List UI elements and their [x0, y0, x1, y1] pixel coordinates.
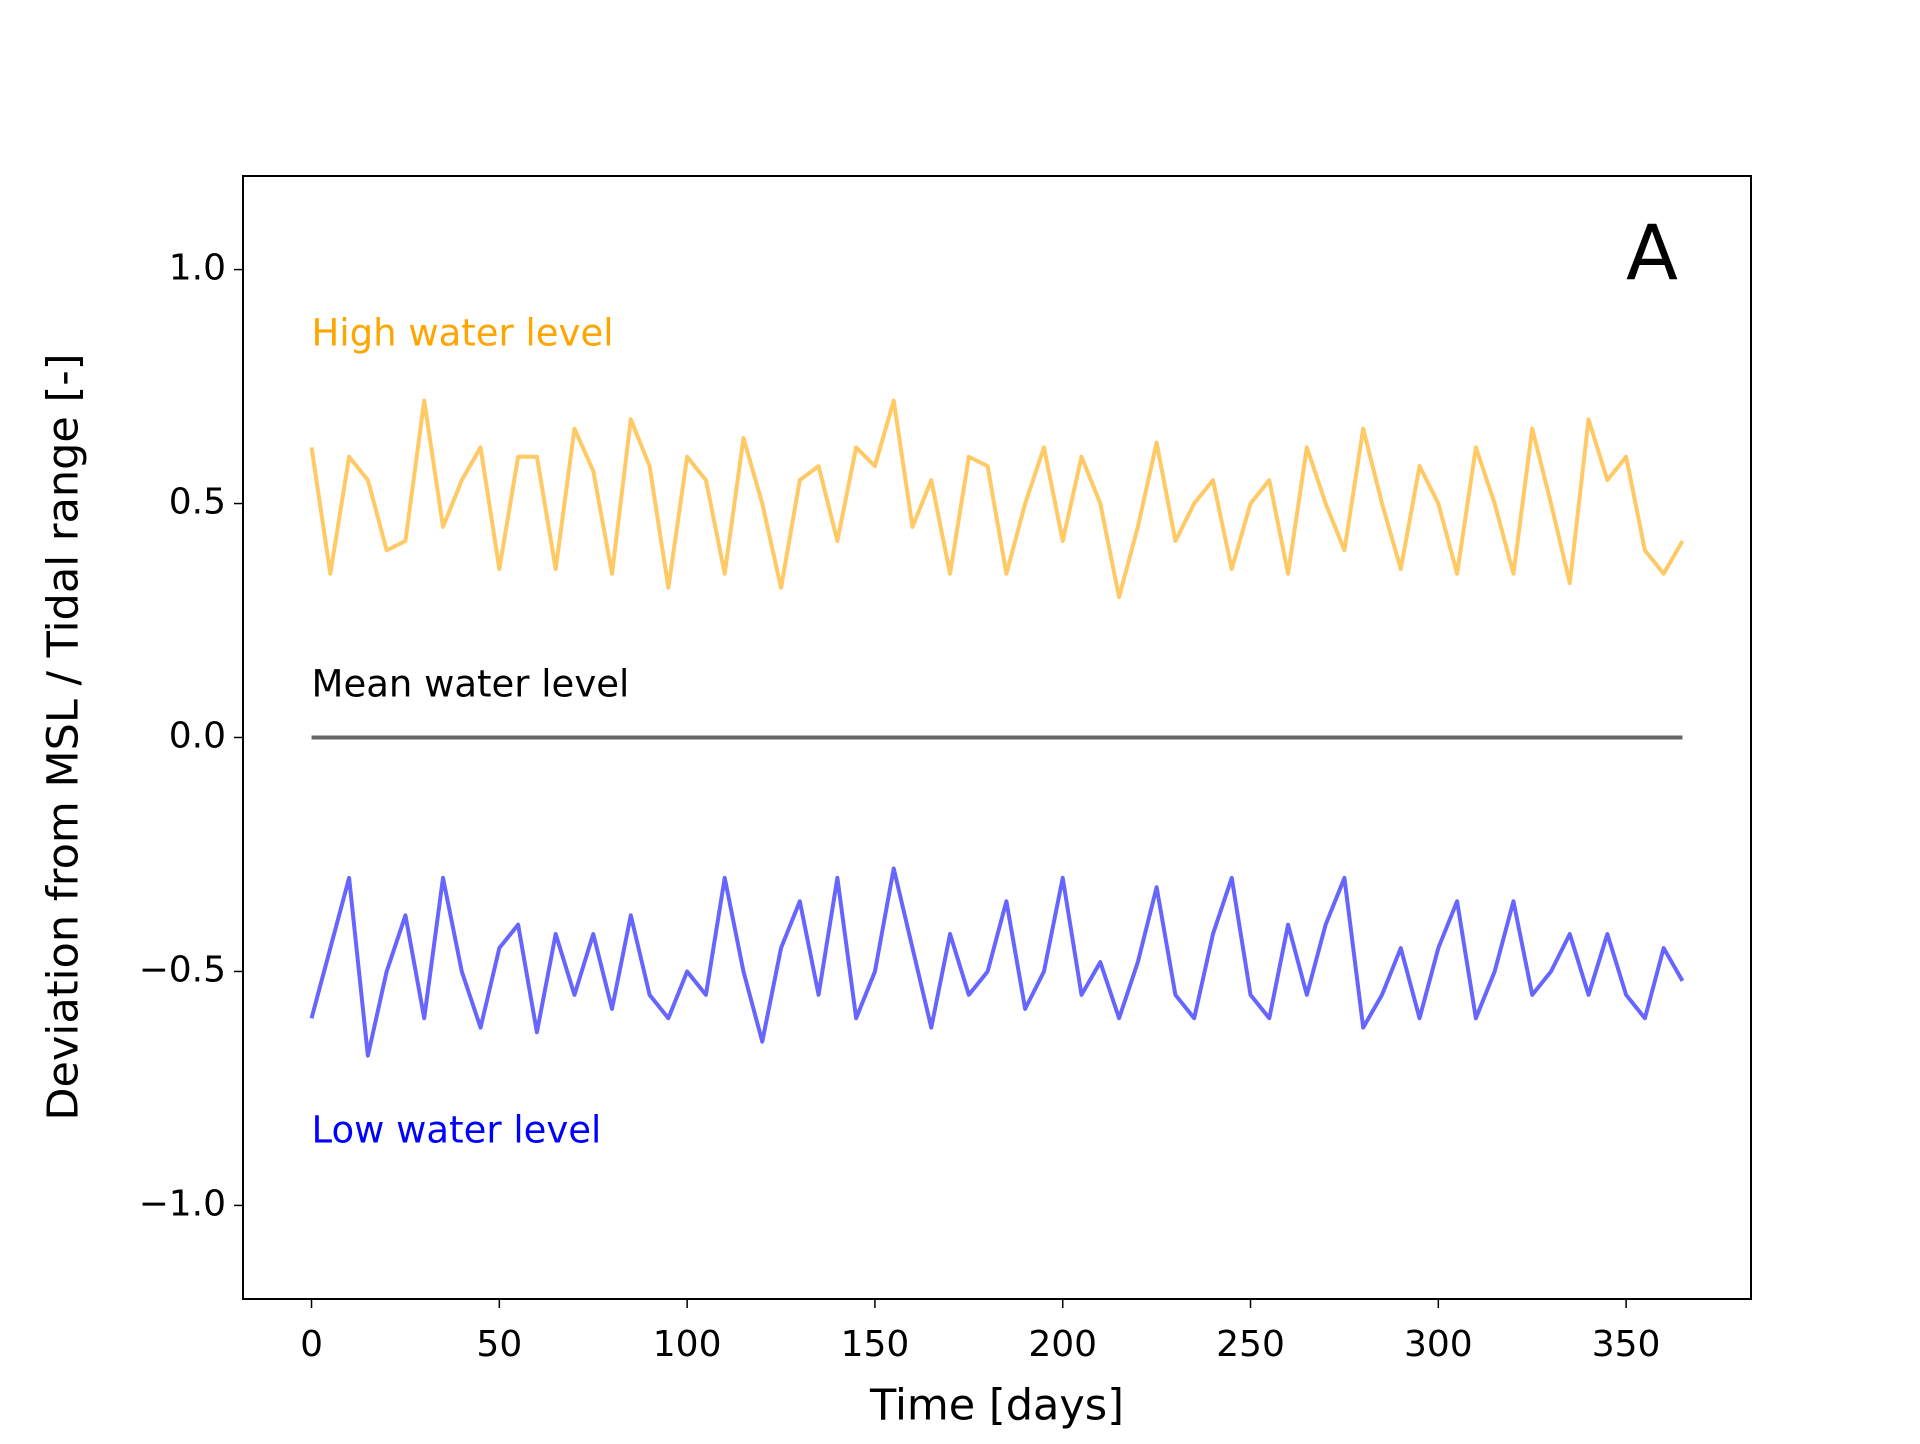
x-tick-label: 50: [476, 1324, 522, 1365]
x-tick-label: 350: [1592, 1324, 1661, 1365]
series-line: [309, 398, 1685, 600]
y-tick-label: 0.0: [169, 716, 226, 757]
x-tick-label: 300: [1404, 1324, 1473, 1365]
plot-frame: [242, 175, 1752, 1300]
y-tick-label: 0.5: [169, 482, 226, 523]
y-axis-label: Deviation from MSL / Tidal range [-]: [39, 353, 89, 1120]
y-tick-label: −0.5: [139, 949, 226, 990]
y-tick-label: −1.0: [139, 1183, 226, 1224]
x-tick-label: 150: [841, 1324, 910, 1365]
series-label: Mean water level: [312, 663, 630, 706]
series-line: [309, 866, 1685, 1058]
series-label: High water level: [312, 312, 614, 355]
x-tick-label: 0: [300, 1324, 323, 1365]
x-tick-label: 100: [653, 1324, 722, 1365]
y-tick-label: 1.0: [169, 248, 226, 289]
x-tick-label: 200: [1028, 1324, 1097, 1365]
x-tick-label: 250: [1216, 1324, 1285, 1365]
series-label: Low water level: [312, 1109, 602, 1152]
panel-label: A: [1626, 208, 1678, 297]
x-axis-label: Time [days]: [869, 1381, 1124, 1431]
